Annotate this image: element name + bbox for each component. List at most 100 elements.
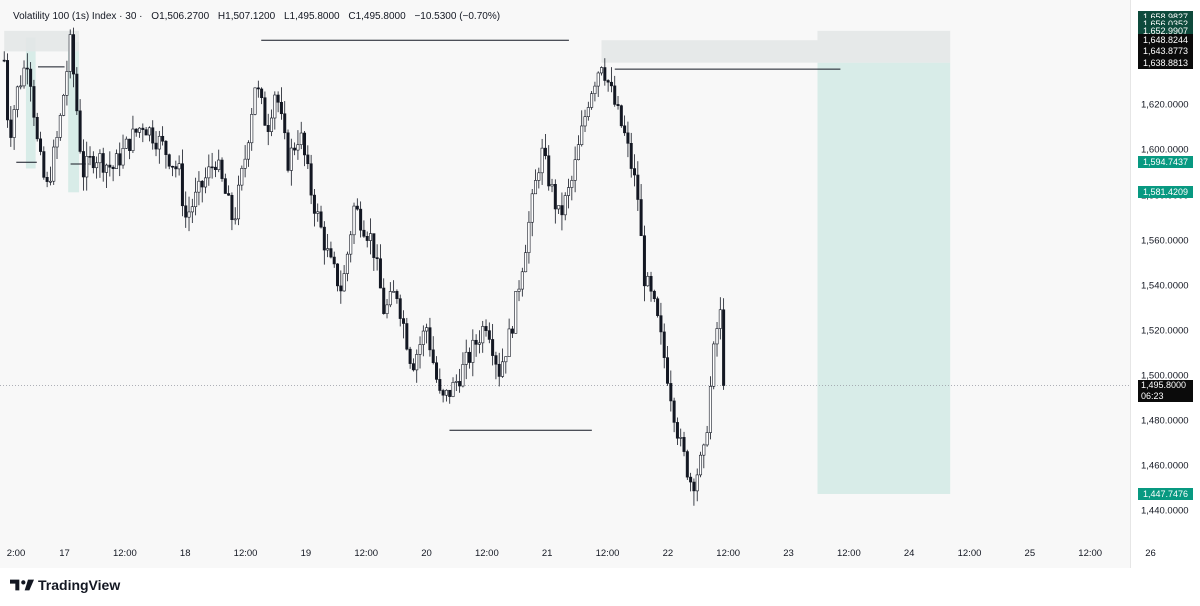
candle-body bbox=[309, 163, 313, 196]
brand-name: TradingView bbox=[38, 577, 121, 593]
stop-zone bbox=[817, 30, 951, 63]
price-tick-label: 1,460.0000 bbox=[1141, 460, 1189, 472]
candle-body bbox=[600, 67, 604, 74]
candle-body bbox=[382, 287, 386, 314]
candle-body bbox=[22, 67, 26, 87]
time-tick-label: 12:00 bbox=[474, 548, 499, 559]
price-level-badge: 1,652.9907 bbox=[1138, 24, 1193, 37]
candle-body bbox=[573, 159, 577, 181]
time-tick-label: 24 bbox=[903, 548, 915, 559]
tradingview-footer: TradingView bbox=[10, 574, 120, 596]
candle-body bbox=[184, 205, 188, 218]
price-chart[interactable] bbox=[0, 0, 1130, 540]
candle-body bbox=[161, 135, 165, 142]
candle-body bbox=[425, 327, 429, 332]
candle-body bbox=[121, 148, 125, 166]
candle-body bbox=[553, 184, 557, 210]
candle-body bbox=[88, 156, 92, 158]
candle-body bbox=[689, 476, 693, 483]
candle-body bbox=[78, 110, 82, 152]
candle-body bbox=[708, 386, 712, 433]
stop-zone bbox=[4, 30, 80, 52]
candle-body bbox=[164, 140, 168, 155]
candle-body bbox=[636, 174, 640, 200]
candle-body bbox=[669, 383, 673, 402]
price-level-badge: 1,447.7476 bbox=[1138, 487, 1193, 500]
candle-body bbox=[2, 59, 6, 62]
candle-body bbox=[237, 184, 241, 220]
candle-body bbox=[514, 291, 518, 334]
price-tick-label: 1,500.0000 bbox=[1141, 370, 1189, 382]
stop-zone bbox=[601, 40, 818, 63]
candle-body bbox=[560, 205, 564, 216]
candle-body bbox=[326, 248, 330, 251]
candle-body bbox=[497, 363, 501, 377]
candle-body bbox=[435, 362, 439, 380]
price-tick-label: 1,520.0000 bbox=[1141, 325, 1189, 337]
price-level-badge: 1,581.4209 bbox=[1138, 186, 1193, 199]
candle-body bbox=[534, 180, 538, 195]
candle-body bbox=[118, 153, 122, 166]
candle-body bbox=[652, 290, 656, 300]
candle-body bbox=[303, 132, 307, 156]
candle-body bbox=[494, 355, 498, 365]
candle-body bbox=[679, 437, 683, 439]
candle-body bbox=[438, 379, 442, 391]
candle-body bbox=[666, 357, 670, 384]
candle-body bbox=[9, 119, 13, 138]
candle-body bbox=[715, 328, 719, 345]
legend-close: C1,495.8000 bbox=[348, 11, 406, 22]
candle-body bbox=[402, 318, 406, 324]
candle-body bbox=[418, 344, 422, 355]
candle-body bbox=[342, 273, 346, 292]
time-axis[interactable]: 2:00 17 12:00 18 12:00 19 12:00 20 12:00 21 12:00 2… bbox=[0, 540, 1156, 568]
candle-body bbox=[105, 164, 109, 173]
candle-body bbox=[263, 97, 267, 126]
price-tick-label: 1,600.0000 bbox=[1141, 144, 1189, 156]
price-axis[interactable]: 1,440.0000 1,460.0000 1,480.0000 1,500.0000… bbox=[1130, 0, 1200, 568]
current-price-value: 1,495.8000 bbox=[1141, 379, 1187, 390]
current-price-badge: 1,495.8000 06:23 bbox=[1138, 379, 1193, 402]
target-zone bbox=[68, 42, 80, 193]
candle-body bbox=[319, 211, 323, 228]
time-tick-label: 12:00 bbox=[957, 548, 982, 559]
candle-body bbox=[177, 163, 181, 170]
candle-body bbox=[91, 156, 95, 169]
candle-body bbox=[32, 86, 36, 118]
candle-body bbox=[705, 432, 709, 446]
candle-body bbox=[682, 437, 686, 452]
candle-body bbox=[180, 163, 184, 207]
candle-body bbox=[609, 81, 613, 87]
candle-body bbox=[65, 71, 69, 96]
candle-body bbox=[378, 258, 382, 289]
time-tick-label: 23 bbox=[783, 548, 794, 559]
candle-body bbox=[217, 159, 221, 170]
candle-body bbox=[190, 206, 194, 213]
candle-body bbox=[12, 109, 16, 138]
candle-body bbox=[352, 205, 356, 236]
candle-body bbox=[260, 88, 264, 99]
candle-body bbox=[279, 101, 283, 115]
candle-body bbox=[510, 328, 514, 334]
candle-body bbox=[580, 125, 584, 145]
time-tick-label: 18 bbox=[179, 548, 191, 559]
candle-body bbox=[187, 211, 191, 218]
candle-body bbox=[250, 114, 254, 144]
time-tick-label: 12:00 bbox=[716, 548, 741, 559]
time-tick-label: 12:00 bbox=[354, 548, 379, 559]
candle-body bbox=[246, 142, 250, 160]
candle-body bbox=[197, 180, 201, 193]
candle-body bbox=[672, 400, 676, 423]
candle-body bbox=[524, 252, 528, 273]
candle-body bbox=[138, 127, 142, 133]
candle-body bbox=[15, 86, 19, 110]
candle-body bbox=[283, 113, 287, 134]
candle-body bbox=[527, 221, 531, 253]
chart-area[interactable]: Volatility 100 (1s) Index · 30 · O1,506.… bbox=[0, 0, 1200, 568]
candle-body bbox=[276, 94, 280, 103]
candle-body bbox=[543, 147, 547, 157]
candle-body bbox=[675, 422, 679, 439]
candle-body bbox=[223, 178, 227, 194]
candle-body bbox=[154, 142, 158, 150]
time-tick-label: 12:00 bbox=[112, 548, 137, 559]
